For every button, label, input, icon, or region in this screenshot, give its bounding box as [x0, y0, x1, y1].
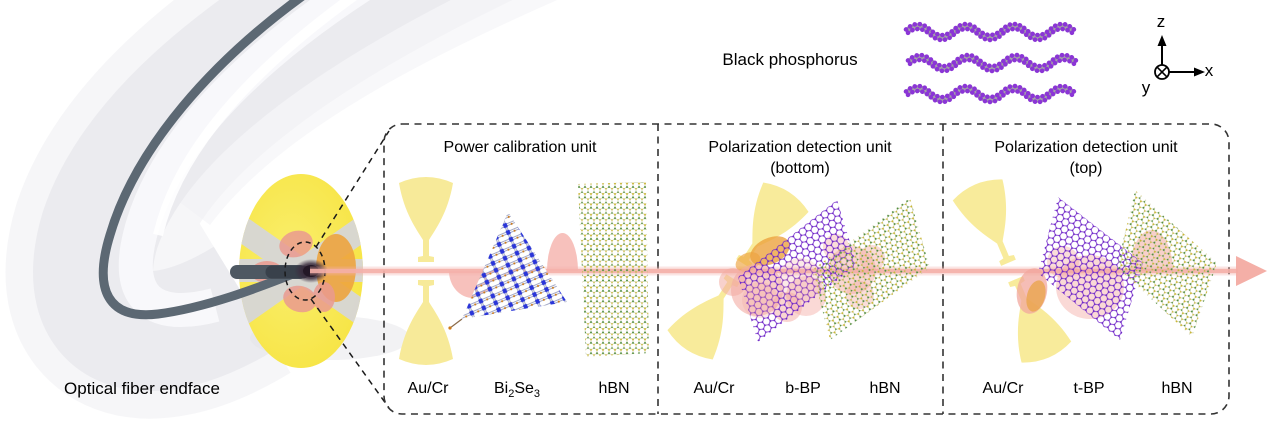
- unit3-graphics: [1016, 190, 1217, 340]
- unit3-material-aucr: Au/Cr: [982, 380, 1024, 397]
- unit2-title: Polarization detection unit: [708, 139, 892, 156]
- hbn-sheet-2: [812, 198, 930, 340]
- black-phosphorus-label: Black phosphorus: [722, 50, 858, 69]
- unit3-title: Polarization detection unit: [994, 139, 1178, 156]
- bp-crystal-structure: [906, 24, 1076, 102]
- unit3-subtitle: (top): [1069, 160, 1103, 177]
- unit2-material-aucr: Au/Cr: [693, 380, 735, 397]
- axes-indicator: [1154, 35, 1205, 80]
- unit1-material-aucr: Au/Cr: [407, 380, 449, 397]
- gaussian-lobe-up: [547, 233, 578, 271]
- tbp-sheet: [1038, 197, 1143, 340]
- hbn-sheet-1: [578, 182, 649, 357]
- axis-x-label: x: [1204, 61, 1214, 80]
- axis-z-label: z: [1156, 12, 1166, 31]
- unit2-graphics: [719, 198, 930, 342]
- x-axis-arrow-icon: [1194, 67, 1205, 77]
- fiber-core: [98, 0, 305, 320]
- bise3-crystal: [462, 212, 567, 319]
- unit2-material-bbp: b-BP: [785, 380, 821, 397]
- unit2-subtitle: (bottom): [770, 160, 830, 177]
- z-axis-arrow-icon: [1157, 35, 1167, 46]
- beam-arrow-icon: [1236, 256, 1267, 286]
- unit1-graphics: [448, 182, 649, 357]
- unit2-material-hbn: hBN: [869, 380, 901, 397]
- hbn-sheet-3: [1117, 190, 1217, 337]
- bbp-sheet: [738, 200, 857, 342]
- unit1-material-bise3: Bi2Se3: [493, 380, 541, 401]
- unit1-material-hbn: hBN: [598, 380, 630, 397]
- unit3-material-hbn: hBN: [1161, 380, 1193, 397]
- unit1-title: Power calibration unit: [443, 139, 597, 156]
- fiber-endface-label: Optical fiber endface: [64, 379, 220, 398]
- axis-y-label: y: [1141, 78, 1151, 97]
- zoom-connector-lines: [310, 130, 390, 409]
- unit3-material-tbp: t-BP: [1073, 380, 1105, 397]
- optical-fiber-illustration: [5, 0, 558, 419]
